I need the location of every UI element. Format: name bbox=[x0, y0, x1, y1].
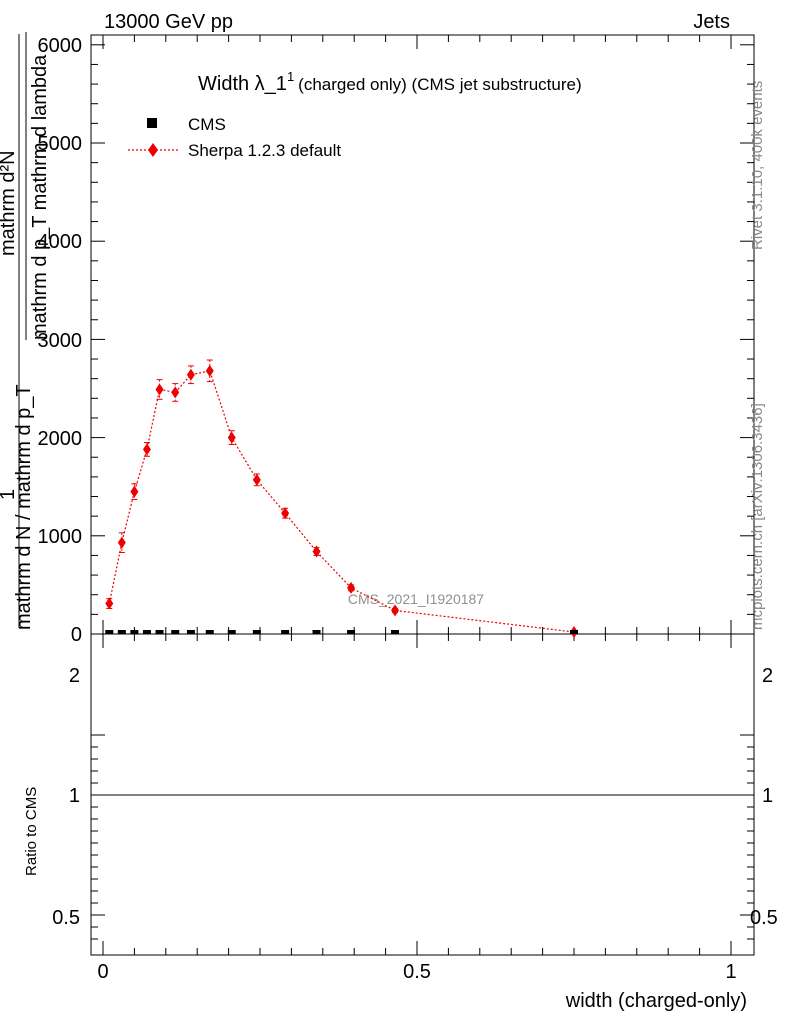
mc-series-line bbox=[108, 370, 575, 633]
cms-data-point bbox=[391, 630, 400, 634]
cms-data-point bbox=[105, 630, 114, 634]
cms-data-point bbox=[347, 630, 356, 634]
main-y-tick-labels: 0 1000 2000 3000 4000 5000 6000 bbox=[38, 35, 83, 646]
mc-data-point bbox=[281, 507, 290, 520]
plot-title-rest: (charged only) (CMS jet substructure) bbox=[298, 75, 581, 94]
main-y-axis-label: mathrm d N / mathrm d p_T 1 mathrm d²N m… bbox=[0, 32, 51, 630]
x-tick-label: 0 bbox=[97, 961, 108, 983]
main-y-tick-label: 6000 bbox=[38, 35, 83, 57]
legend-mc-marker bbox=[148, 143, 158, 157]
plot-title-superscript: 1 bbox=[287, 69, 294, 84]
mc-data-point bbox=[391, 604, 400, 617]
cms-data-point bbox=[312, 630, 321, 634]
ratio-y-tick-label: 2 bbox=[69, 665, 80, 687]
x-tick-labels: 0 0.5 1 bbox=[97, 961, 736, 983]
main-y-tick-label: 0 bbox=[71, 624, 82, 646]
cms-data-point bbox=[186, 630, 195, 634]
cms-series-points bbox=[105, 630, 578, 634]
main-y-tick-label: 1000 bbox=[38, 526, 83, 548]
mc-data-point bbox=[171, 386, 180, 399]
ratio-y-tick-label-right: 1 bbox=[762, 785, 773, 807]
axis-ticks bbox=[91, 35, 754, 955]
mc-data-point bbox=[142, 443, 151, 456]
mc-data-point bbox=[105, 597, 114, 610]
mc-data-point bbox=[205, 364, 214, 377]
legend-cms-marker bbox=[147, 118, 157, 128]
mcplots-label: mcplots.cern.ch [arXiv:1306.3436] bbox=[749, 403, 766, 630]
cms-data-point bbox=[130, 630, 139, 634]
header-energy-label: 13000 GeV pp bbox=[104, 11, 233, 33]
main-y-tick-label: 5000 bbox=[38, 133, 83, 155]
x-axis-label: width (charged-only) bbox=[565, 990, 747, 1012]
legend-mc-label: Sherpa 1.2.3 default bbox=[188, 141, 341, 160]
cms-data-point bbox=[155, 630, 164, 634]
analysis-watermark: CMS_2021_I1920187 bbox=[348, 591, 484, 607]
ratio-y-tick-label-right: 0.5 bbox=[750, 907, 778, 929]
mc-data-point bbox=[130, 485, 139, 498]
y-label-one: 1 bbox=[0, 489, 19, 500]
ratio-y-tick-label-right: 2 bbox=[762, 665, 773, 687]
plot-title: Width λ_11 (charged only) (CMS jet substr… bbox=[198, 69, 582, 95]
main-y-tick-label: 3000 bbox=[38, 330, 83, 352]
cms-data-point bbox=[117, 630, 126, 634]
mc-series-polyline bbox=[108, 370, 575, 633]
mc-data-point bbox=[347, 581, 356, 594]
x-tick-label: 0.5 bbox=[403, 961, 431, 983]
rivet-version-label: Rivet 3.1.10, 400k events bbox=[749, 81, 766, 250]
ratio-y-axis-label: Ratio to CMS bbox=[23, 787, 40, 876]
mc-data-point bbox=[186, 368, 195, 381]
y-label-top-denominator: mathrm d p_T mathrm d lambda bbox=[29, 54, 51, 340]
plot-title-main: Width λ_1 bbox=[198, 73, 287, 95]
cms-data-point bbox=[281, 630, 290, 634]
main-y-tick-label: 2000 bbox=[38, 428, 83, 450]
mc-data-point bbox=[227, 431, 236, 444]
cms-data-point bbox=[171, 630, 180, 634]
header-process-label: Jets bbox=[693, 11, 730, 33]
main-y-tick-label: 4000 bbox=[38, 231, 83, 253]
mc-series-points bbox=[105, 359, 578, 639]
cms-data-point bbox=[227, 630, 236, 634]
mc-data-point bbox=[312, 545, 321, 558]
mc-data-point bbox=[155, 383, 164, 396]
cms-data-point bbox=[252, 630, 261, 634]
cms-data-point bbox=[570, 630, 578, 634]
y-label-top-numerator: mathrm d²N bbox=[0, 150, 19, 256]
cms-data-point bbox=[205, 630, 214, 634]
mc-data-point bbox=[117, 536, 126, 549]
legend-cms-label: CMS bbox=[188, 115, 226, 134]
cms-data-point bbox=[142, 630, 151, 634]
ratio-y-tick-label: 0.5 bbox=[52, 907, 80, 929]
x-tick-label: 1 bbox=[725, 961, 736, 983]
y-label-bottom: mathrm d N / mathrm d p_T bbox=[13, 384, 35, 630]
ratio-y-tick-labels: 0.5 1 2 0.5 1 2 bbox=[52, 665, 778, 929]
mc-data-point bbox=[252, 473, 261, 486]
legend: CMS Sherpa 1.2.3 default bbox=[128, 115, 341, 160]
ratio-y-tick-label: 1 bbox=[69, 785, 80, 807]
